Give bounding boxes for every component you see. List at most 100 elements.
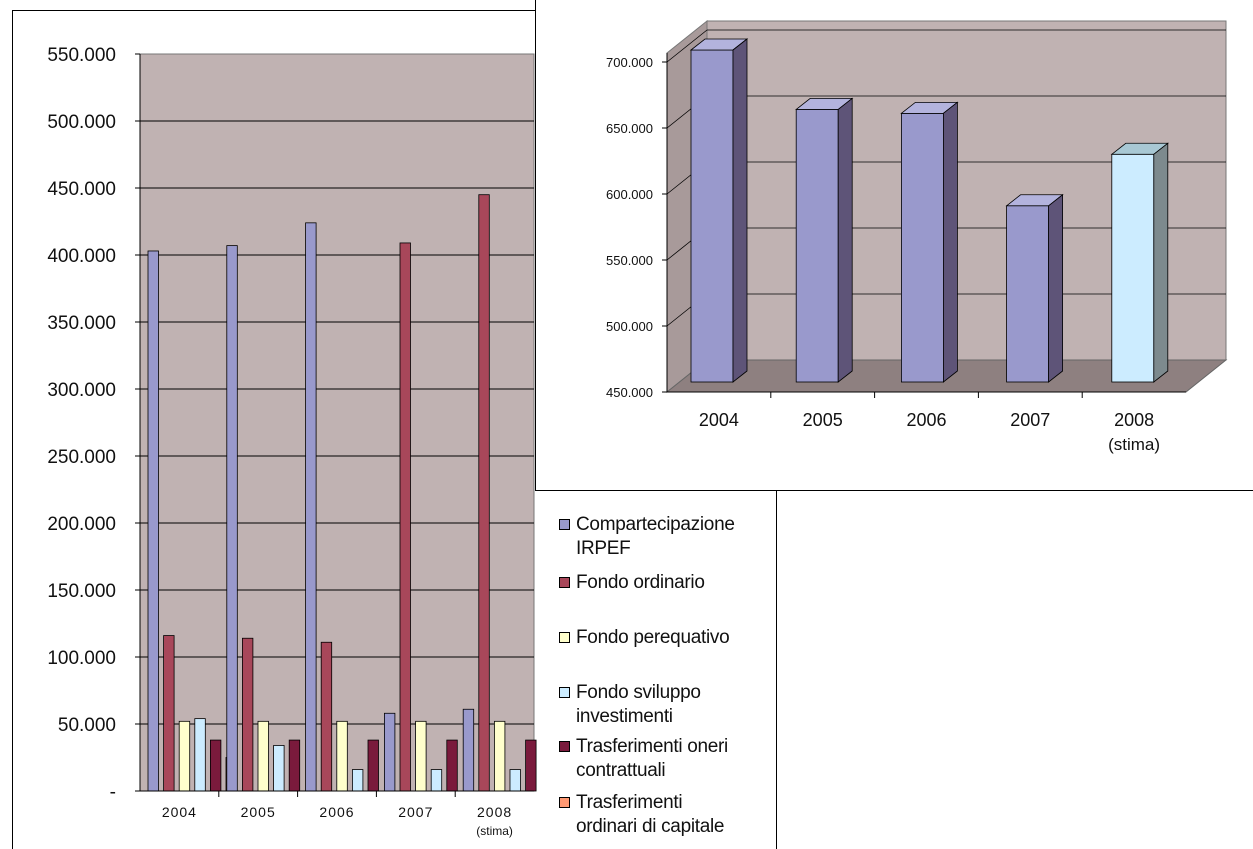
bar bbox=[478, 194, 490, 792]
bar bbox=[1006, 205, 1050, 383]
y-tick-label: 400.000 bbox=[47, 246, 116, 267]
plot-area bbox=[139, 53, 535, 792]
y-tick-label: 700.000 bbox=[606, 55, 653, 70]
legend-line: investimenti bbox=[576, 706, 673, 727]
bar bbox=[367, 739, 379, 792]
y-tick-label: 650.000 bbox=[606, 121, 653, 136]
x-tick-label: 2005 bbox=[241, 804, 276, 820]
bar bbox=[257, 720, 269, 792]
legend-line: Fondo sviluppo bbox=[576, 682, 701, 703]
y-tick-label: 600.000 bbox=[606, 187, 653, 202]
bar bbox=[509, 769, 521, 792]
legend-item: Trasferimenti oneri contrattuali bbox=[559, 735, 775, 783]
legend-line: Trasferimenti oneri bbox=[576, 736, 728, 757]
x-tick-label: 2005 bbox=[803, 410, 843, 430]
y-tick-label: - bbox=[110, 782, 116, 803]
y-tick-label: 300.000 bbox=[47, 380, 116, 401]
bar bbox=[399, 242, 411, 792]
legend-label: Compartecipazione IRPEF bbox=[576, 513, 775, 561]
legend-item: Fondo perequativo bbox=[559, 626, 775, 650]
bar-side bbox=[732, 38, 748, 383]
y-tick-label: 150.000 bbox=[47, 581, 116, 602]
legend-label: Fondo ordinario bbox=[576, 571, 775, 595]
bar bbox=[415, 720, 427, 792]
y-tick-label: 450.000 bbox=[606, 385, 653, 400]
legend-label: Fondo sviluppo investimenti bbox=[576, 681, 775, 729]
y-tick-label: 550.000 bbox=[47, 45, 116, 66]
bar bbox=[273, 745, 285, 792]
y-tick-label: 100.000 bbox=[47, 648, 116, 669]
total-3d-bar-chart: 450.000 500.000 550.000 600.000 650.000 700.0… bbox=[606, 19, 1228, 454]
bar bbox=[178, 720, 191, 792]
bar bbox=[900, 112, 944, 383]
legend-item: Fondo sviluppo investimenti bbox=[559, 681, 775, 729]
x-tick-label: 2007 bbox=[398, 804, 433, 820]
bar-side bbox=[942, 101, 958, 383]
bar bbox=[147, 250, 159, 792]
y-axis-ticks: 450.000 500.000 550.000 600.000 650.000 700.0… bbox=[606, 53, 668, 400]
y-tick-label: 200.000 bbox=[47, 514, 116, 535]
y-tick-label: 50.000 bbox=[58, 715, 116, 736]
legend-line: contrattuali bbox=[576, 760, 666, 781]
bar bbox=[446, 739, 458, 792]
legend-label: Fondo perequativo bbox=[576, 626, 775, 650]
x-axis-ticks: 2004 2005 2006 2007 2008 (stima) bbox=[667, 391, 1186, 454]
bar bbox=[194, 718, 206, 792]
legend-item: Compartecipazione IRPEF bbox=[559, 513, 775, 561]
bar bbox=[226, 245, 238, 792]
legend-label: Trasferimenti ordinari di capitale bbox=[576, 791, 775, 839]
x-tick-sublabel: (stima) bbox=[476, 824, 513, 838]
bar bbox=[163, 635, 175, 792]
legend-swatch bbox=[559, 632, 570, 643]
y-tick-label: 550.000 bbox=[606, 253, 653, 268]
bars bbox=[147, 194, 537, 792]
y-tick-label: 450.000 bbox=[47, 179, 116, 200]
bar bbox=[288, 739, 301, 792]
legend-line: IRPEF bbox=[576, 538, 631, 559]
bar bbox=[795, 109, 839, 383]
bar bbox=[690, 49, 734, 383]
x-tick-sublabel: (stima) bbox=[1108, 435, 1160, 454]
x-axis-ticks: 2004 2005 2006 2007 2008 (stima) bbox=[140, 790, 534, 838]
bar bbox=[525, 739, 537, 792]
legend-line: Trasferimenti bbox=[576, 792, 683, 813]
bar bbox=[351, 769, 364, 792]
chart-frame bbox=[12, 10, 545, 849]
legend-swatch bbox=[559, 577, 570, 588]
bar bbox=[241, 637, 254, 792]
legend-label: Trasferimenti oneri contrattuali bbox=[576, 735, 775, 783]
x-tick-label: 2004 bbox=[162, 804, 197, 820]
x-tick-label: 2006 bbox=[319, 804, 354, 820]
y-tick-label: 500.000 bbox=[606, 319, 653, 334]
bar bbox=[320, 641, 333, 792]
x-tick-label: 2007 bbox=[1010, 410, 1050, 430]
bar bbox=[430, 769, 443, 792]
bar-side bbox=[837, 97, 853, 383]
legend-swatch bbox=[559, 797, 570, 808]
gridline-side bbox=[666, 29, 708, 63]
y-tick-label: 350.000 bbox=[47, 313, 116, 334]
legend-line: ordinari di capitale bbox=[576, 816, 725, 837]
legend-line: Fondo perequativo bbox=[576, 627, 730, 648]
y-axis-ticks: - 50.000 100.000 150.000 200.000 250.000 300.0… bbox=[47, 45, 141, 803]
legend-item: Fondo ordinario bbox=[559, 571, 775, 595]
bar bbox=[383, 712, 396, 792]
y-tick-label: 500.000 bbox=[47, 112, 116, 133]
legend: Compartecipazione IRPEF Fondo ordinario … bbox=[545, 491, 777, 849]
y-tick-label: 250.000 bbox=[47, 447, 116, 468]
legend-swatch bbox=[559, 519, 570, 530]
legend-line: Fondo ordinario bbox=[576, 572, 705, 593]
bar bbox=[209, 739, 222, 792]
bar bbox=[462, 708, 475, 792]
x-tick-label: 2004 bbox=[699, 410, 739, 430]
x-tick-label: 2008 bbox=[1114, 410, 1154, 430]
bar-side bbox=[1153, 142, 1169, 383]
bar bbox=[493, 720, 506, 792]
legend-line: Compartecipazione bbox=[576, 514, 735, 535]
bar bbox=[305, 222, 317, 792]
bar-side bbox=[1048, 193, 1063, 383]
main-grouped-bar-chart: - 50.000 100.000 150.000 200.000 250.000 300.0… bbox=[12, 10, 545, 849]
legend-swatch bbox=[559, 741, 570, 752]
total-bar-chart-panel: 450.000 500.000 550.000 600.000 650.000 700.0… bbox=[535, 0, 1253, 491]
x-tick-label: 2006 bbox=[906, 410, 946, 430]
